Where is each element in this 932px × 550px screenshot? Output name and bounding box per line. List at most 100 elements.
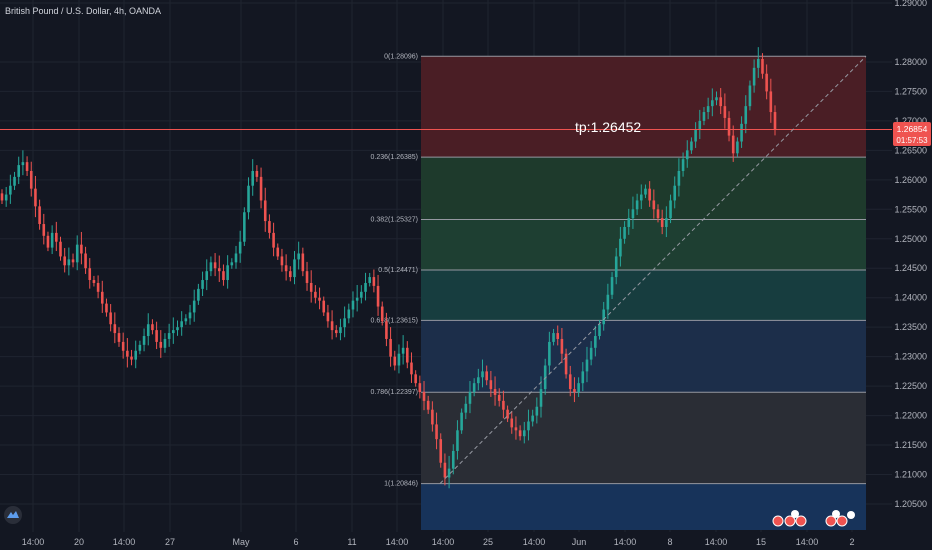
candle-body — [9, 185, 12, 195]
fib-zone — [421, 219, 866, 270]
candle — [614, 248, 618, 285]
tp-annotation[interactable]: tp:1.26452 — [575, 119, 641, 135]
tradingview-logo-icon[interactable] — [4, 506, 22, 524]
candle-body — [251, 170, 254, 186]
candle-body — [322, 300, 326, 313]
candle — [681, 152, 685, 177]
candle — [75, 235, 79, 271]
candle-body — [614, 256, 618, 278]
candle-body — [564, 353, 568, 375]
candle-body — [121, 341, 125, 351]
candle-body — [677, 170, 681, 186]
candle — [238, 230, 242, 263]
candle — [343, 306, 346, 338]
candle — [694, 122, 697, 148]
candle — [385, 312, 388, 347]
candle-body — [481, 371, 484, 378]
x-tick-label: 14:00 — [432, 537, 455, 547]
candle-body — [523, 430, 526, 437]
candle — [502, 390, 505, 419]
candle — [0, 189, 4, 204]
candle-body — [606, 294, 610, 310]
candle-body — [213, 262, 217, 269]
candle-body — [117, 333, 121, 342]
candle — [426, 395, 430, 414]
candle-body — [756, 58, 760, 68]
candle-body — [447, 468, 451, 478]
candle — [339, 318, 342, 341]
fib-level-label: 1(1.20846) — [384, 481, 418, 488]
candle-body — [510, 418, 514, 428]
candle-body — [393, 356, 397, 366]
overlays: tp:1.26452 — [0, 55, 892, 484]
candle — [736, 137, 739, 157]
candle — [109, 304, 112, 332]
fibonacci-retracement[interactable]: 0(1.28096) 0.236(1.26385) 0.382(1.25327) 0.… — [371, 53, 866, 530]
price-axis[interactable] — [892, 0, 932, 550]
x-tick-label: 2 — [849, 537, 854, 547]
candle-body — [489, 380, 493, 390]
candle — [268, 214, 271, 239]
candle-body — [205, 271, 209, 281]
candle — [468, 381, 472, 414]
candle-body — [560, 338, 564, 354]
candle-body — [589, 347, 593, 360]
x-tick-label: 14:00 — [796, 537, 819, 547]
candle — [138, 340, 142, 355]
fib-level-label: 0.5(1.24471) — [378, 267, 418, 274]
candle-body — [598, 324, 601, 337]
candle — [263, 187, 267, 232]
candle — [301, 247, 305, 277]
current-price-badge: 1.26854 01:57:53 — [893, 122, 931, 146]
candle-body — [577, 383, 580, 393]
candle-body — [50, 232, 54, 248]
candle — [226, 255, 229, 289]
candle — [506, 405, 509, 423]
candle — [222, 264, 225, 286]
candle-body — [631, 209, 635, 219]
candle — [589, 341, 593, 366]
candle — [259, 167, 263, 209]
candle — [552, 328, 555, 346]
candle — [477, 368, 480, 391]
candle — [669, 194, 672, 224]
candle — [34, 175, 37, 218]
fib-zone — [421, 56, 866, 158]
candle — [389, 327, 392, 367]
fib-zone — [421, 157, 866, 220]
candle — [188, 304, 192, 325]
y-tick-label: 1.24500 — [894, 263, 927, 273]
countdown-label: 01:57:53 — [896, 136, 928, 145]
candle-body — [573, 389, 576, 393]
event-flags-icon[interactable] — [772, 510, 855, 527]
candle — [539, 376, 543, 418]
candle-body — [669, 200, 672, 219]
candle-body — [648, 188, 651, 201]
candle-body — [63, 256, 66, 266]
candle-body — [343, 318, 346, 328]
candle — [192, 289, 196, 322]
candle — [639, 184, 643, 210]
candle-body — [192, 300, 196, 313]
candle-body — [21, 162, 25, 166]
candle-body — [414, 374, 417, 384]
candle-body — [71, 259, 75, 263]
candle-body — [426, 400, 430, 410]
candle — [602, 301, 605, 331]
candle-body — [397, 353, 401, 366]
trend-line[interactable] — [439, 55, 867, 484]
candle-body — [740, 123, 743, 142]
candle-body — [163, 338, 167, 348]
candle — [297, 241, 300, 270]
candle-body — [539, 389, 543, 407]
candle-body — [702, 112, 706, 121]
candle-body — [234, 253, 238, 263]
candle-body — [109, 312, 112, 325]
candle — [585, 346, 589, 383]
candle-body — [297, 253, 300, 260]
candle-body — [259, 176, 263, 201]
candle — [619, 226, 622, 267]
candle — [702, 107, 706, 126]
candle — [314, 285, 317, 304]
